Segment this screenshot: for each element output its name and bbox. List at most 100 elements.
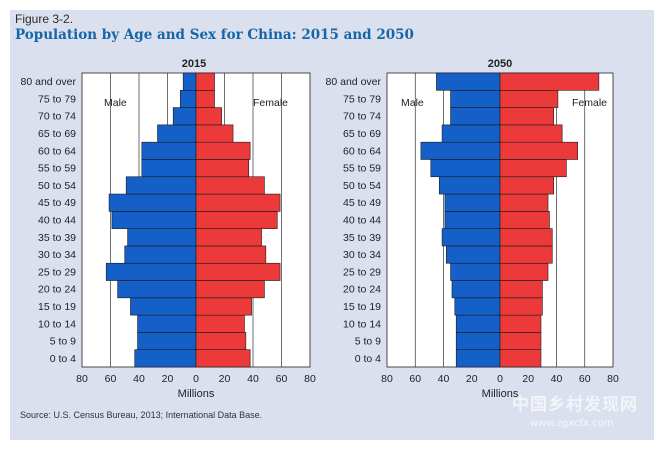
pyramid-2015-female-bar xyxy=(195,159,250,178)
pyramid-2050-tick-label: 60 xyxy=(409,373,421,385)
pyramid-2050-male-bar xyxy=(455,332,501,351)
pyramid-2050-male-bar xyxy=(446,245,501,264)
pyramid-2015-male-bar xyxy=(180,89,197,108)
pyramid-2015-female-bar xyxy=(195,72,215,91)
figure-label: Figure 3-2. xyxy=(15,12,74,26)
pyramid-2050-age-label: 35 to 39 xyxy=(343,232,381,244)
pyramid-2050-title: 2050 xyxy=(488,58,512,70)
pyramid-2015-age-label: 30 to 34 xyxy=(38,249,76,261)
pyramid-2050-age-label: 5 to 9 xyxy=(355,336,381,348)
pyramid-2015-female-bar xyxy=(195,332,247,351)
pyramid-2050-tick-label: 0 xyxy=(497,373,503,385)
pyramid-2050-female-bar xyxy=(499,107,554,126)
pyramid-2015-male-bar xyxy=(125,176,197,195)
pyramid-2015-female-bar xyxy=(195,228,262,247)
pyramid-2050-female-bar xyxy=(499,193,549,212)
pyramid-2050-male-bar xyxy=(450,107,501,126)
pyramid-2015-female-bar xyxy=(195,297,252,316)
pyramid-2050-tick-label: 40 xyxy=(551,373,563,385)
pyramid-2050-age-label: 10 to 14 xyxy=(343,318,381,330)
pyramid-2050-age-label: 65 to 69 xyxy=(343,128,381,140)
pyramid-2050-age-label: 75 to 79 xyxy=(343,93,381,105)
pyramid-2050-age-label: 60 to 64 xyxy=(343,145,381,157)
pyramid-2015-female-bar xyxy=(195,245,267,264)
pyramid-2015-male-bar xyxy=(141,159,197,178)
pyramid-2015-age-label: 65 to 69 xyxy=(38,128,76,140)
pyramid-2050-female-bar xyxy=(499,89,559,108)
pyramid-2015-male-bar xyxy=(172,107,197,126)
pyramid-2015-male-bar xyxy=(105,262,197,281)
pyramid-2015-male-bar xyxy=(137,332,197,351)
pyramid-2015-age-label: 15 to 19 xyxy=(38,301,76,313)
pyramid-2015-tick-label: 80 xyxy=(76,373,88,385)
pyramid-2050-age-label: 45 to 49 xyxy=(343,197,381,209)
pyramid-2050-female-bar xyxy=(499,262,549,281)
pyramid-2050-age-label: 50 to 54 xyxy=(343,180,381,192)
figure-title: Population by Age and Sex for China: 201… xyxy=(15,27,414,43)
pyramid-2050-tick-label: 80 xyxy=(607,373,619,385)
pyramid-2050-female-bar xyxy=(499,245,553,264)
pyramid-2050-age-label: 30 to 34 xyxy=(343,249,381,261)
pyramid-2015-male-bar xyxy=(124,245,197,264)
pyramid-2015-male-bar xyxy=(117,280,197,299)
pyramid-2015-tick-label: 0 xyxy=(193,373,199,385)
pyramid-2015-female-bar xyxy=(195,193,281,212)
pyramid-2015-tick-label: 40 xyxy=(247,373,259,385)
pyramid-2015-male-bar xyxy=(157,124,197,143)
pyramid-2015-age-label: 50 to 54 xyxy=(38,180,76,192)
pyramid-2015-age-label: 0 to 4 xyxy=(50,353,76,365)
pyramid-2050-female-bar xyxy=(499,141,578,160)
pyramid-2050-age-label: 80 and over xyxy=(326,76,382,88)
watermark-logo: 中国乡村发现网 xyxy=(512,395,638,415)
pyramid-2015-female-bar xyxy=(195,262,281,281)
pyramid-2015-female-bar xyxy=(195,280,265,299)
pyramid-2050-female-bar xyxy=(499,176,554,195)
pyramid-2050-male-bar xyxy=(450,262,501,281)
pyramid-2050-age-label: 0 to 4 xyxy=(355,353,381,365)
watermark-url: www.zgxcfx.com xyxy=(530,418,614,429)
pyramid-2015-male-bar xyxy=(134,349,197,368)
pyramid-2050-age-label: 15 to 19 xyxy=(343,301,381,313)
pyramid-2015-male-bar xyxy=(108,193,197,212)
pyramid-2015-male-bar xyxy=(130,297,197,316)
pyramid-2015-age-label: 55 to 59 xyxy=(38,163,76,175)
pyramid-2050-age-label: 70 to 74 xyxy=(343,111,381,123)
pyramid-2015-female-bar xyxy=(195,89,215,108)
pyramid-2015-female-bar xyxy=(195,349,251,368)
pyramid-2015-age-label: 60 to 64 xyxy=(38,145,76,157)
pyramid-2015-female-bar xyxy=(195,176,265,195)
pyramid-2015-tick-label: 20 xyxy=(162,373,174,385)
pyramid-2050-tick-label: 20 xyxy=(466,373,478,385)
pyramid-2015-age-label: 70 to 74 xyxy=(38,111,76,123)
pyramid-2050-male-bar xyxy=(436,72,501,91)
pyramid-2050-female-bar xyxy=(499,159,567,178)
pyramid-2015-tick-label: 60 xyxy=(105,373,117,385)
pyramid-2050-age-label: 40 to 44 xyxy=(343,215,381,227)
pyramid-2015-xlabel: Millions xyxy=(178,388,215,400)
pyramid-2050-male-bar xyxy=(454,297,501,316)
pyramid-2050-age-label: 25 to 29 xyxy=(343,266,381,278)
pyramid-2050-female-bar xyxy=(499,332,542,351)
pyramid-2015-tick-label: 20 xyxy=(219,373,231,385)
pyramid-2050-male-label: Male xyxy=(401,97,424,109)
pyramid-2050-male-bar xyxy=(420,141,501,160)
pyramid-2015-tick-label: 40 xyxy=(133,373,145,385)
pyramid-2050-male-bar xyxy=(441,228,501,247)
pyramid-2015-tick-label: 80 xyxy=(304,373,316,385)
pyramid-2050-tick-label: 80 xyxy=(381,373,393,385)
pyramid-2015-female-bar xyxy=(195,314,245,333)
pyramid-2015-age-label: 10 to 14 xyxy=(38,318,76,330)
pyramid-2015-female-label: Female xyxy=(253,97,288,109)
pyramid-2015-age-label: 40 to 44 xyxy=(38,215,76,227)
source-note: Source: U.S. Census Bureau, 2013; Intern… xyxy=(20,410,263,420)
pyramid-2015-male-label: Male xyxy=(104,97,127,109)
pyramid-2050-male-bar xyxy=(430,159,501,178)
pyramid-2050-female-bar xyxy=(499,211,550,229)
pyramid-2015-male-bar xyxy=(141,141,197,160)
pyramid-2050-age-label: 20 to 24 xyxy=(343,284,381,296)
pyramid-2050-female-bar xyxy=(499,228,553,247)
pyramid-2015-age-label: 25 to 29 xyxy=(38,266,76,278)
pyramid-2015-female-bar xyxy=(195,211,278,229)
pyramid-2050-tick-label: 20 xyxy=(522,373,534,385)
